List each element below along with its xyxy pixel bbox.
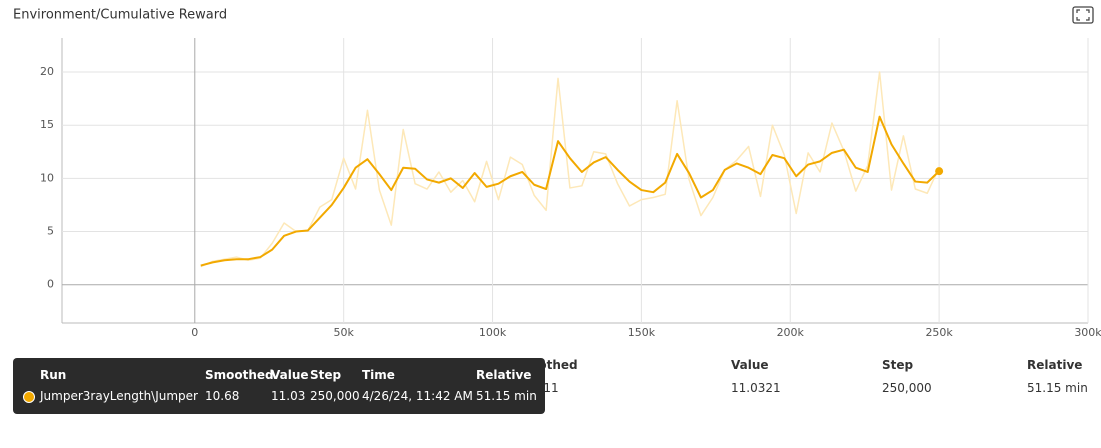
tooltip-header: Step bbox=[310, 368, 342, 382]
y-tick-label: 20 bbox=[40, 65, 54, 78]
x-tick-label: 50k bbox=[333, 326, 354, 339]
tooltip-cell: 51.15 min bbox=[476, 389, 537, 403]
x-tick-label: 300k bbox=[1074, 326, 1101, 339]
data-line bbox=[200, 115, 940, 267]
x-tick-label: 150k bbox=[628, 326, 656, 339]
x-tick-label: 0 bbox=[191, 326, 198, 339]
y-tick-label: 5 bbox=[47, 225, 54, 238]
table-header: Step bbox=[882, 358, 914, 372]
tooltip-cell: 250,000 bbox=[310, 389, 360, 403]
tooltip-header: Time bbox=[362, 368, 395, 382]
y-tick-label: 0 bbox=[47, 278, 54, 291]
tooltip-cell: Jumper3rayLength\Jumper bbox=[40, 389, 198, 403]
y-tick-label: 15 bbox=[40, 118, 54, 131]
table-cell: 250,000 bbox=[882, 381, 932, 395]
chart-title: Environment/Cumulative Reward bbox=[13, 8, 227, 23]
chart: Environment/Cumulative Reward 0 5 10 15 20 0 5… bbox=[13, 6, 1101, 339]
table-header: Value bbox=[731, 358, 769, 372]
table-header: Relative bbox=[1027, 358, 1083, 372]
hover-point bbox=[935, 167, 944, 176]
fullscreen-icon[interactable] bbox=[1072, 6, 1094, 24]
run-dot bbox=[23, 391, 35, 403]
tooltip: Run Jumper3rayLength\Jumper Smoothed 10.68 V… bbox=[13, 358, 545, 414]
x-tick-label: 100k bbox=[479, 326, 507, 339]
x-tick-label: 250k bbox=[925, 326, 953, 339]
table-cell: 11.0321 bbox=[731, 381, 781, 395]
tooltip-header: Relative bbox=[476, 368, 532, 382]
tooltip-header: Run bbox=[40, 368, 67, 382]
tooltip-header: Value bbox=[271, 368, 309, 382]
data-line bbox=[200, 71, 940, 268]
tooltip-cell: 10.68 bbox=[205, 389, 240, 403]
tooltip-cell: 4/26/24, 11:42 AM bbox=[362, 389, 473, 403]
x-tick-label: 200k bbox=[777, 326, 805, 339]
tooltip-header: Smoothed bbox=[205, 368, 274, 382]
tooltip-cell: 11.03 bbox=[271, 389, 306, 403]
y-tick-label: 10 bbox=[40, 171, 54, 184]
table-cell: 51.15 min bbox=[1027, 381, 1088, 395]
